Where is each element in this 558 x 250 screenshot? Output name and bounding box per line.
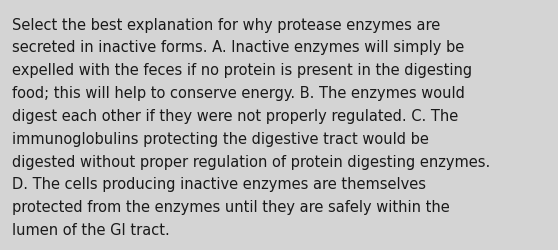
Text: lumen of the GI tract.: lumen of the GI tract. [12, 222, 170, 237]
Text: digested without proper regulation of protein digesting enzymes.: digested without proper regulation of pr… [12, 154, 490, 169]
Text: food; this will help to conserve energy. B. The enzymes would: food; this will help to conserve energy.… [12, 86, 465, 101]
Text: D. The cells producing inactive enzymes are themselves: D. The cells producing inactive enzymes … [12, 177, 426, 192]
Text: digest each other if they were not properly regulated. C. The: digest each other if they were not prope… [12, 108, 459, 124]
Text: protected from the enzymes until they are safely within the: protected from the enzymes until they ar… [12, 200, 450, 214]
Text: immunoglobulins protecting the digestive tract would be: immunoglobulins protecting the digestive… [12, 131, 429, 146]
Text: expelled with the feces if no protein is present in the digesting: expelled with the feces if no protein is… [12, 63, 473, 78]
Text: Select the best explanation for why protease enzymes are: Select the best explanation for why prot… [12, 18, 440, 32]
Text: secreted in inactive forms. A. Inactive enzymes will simply be: secreted in inactive forms. A. Inactive … [12, 40, 464, 55]
